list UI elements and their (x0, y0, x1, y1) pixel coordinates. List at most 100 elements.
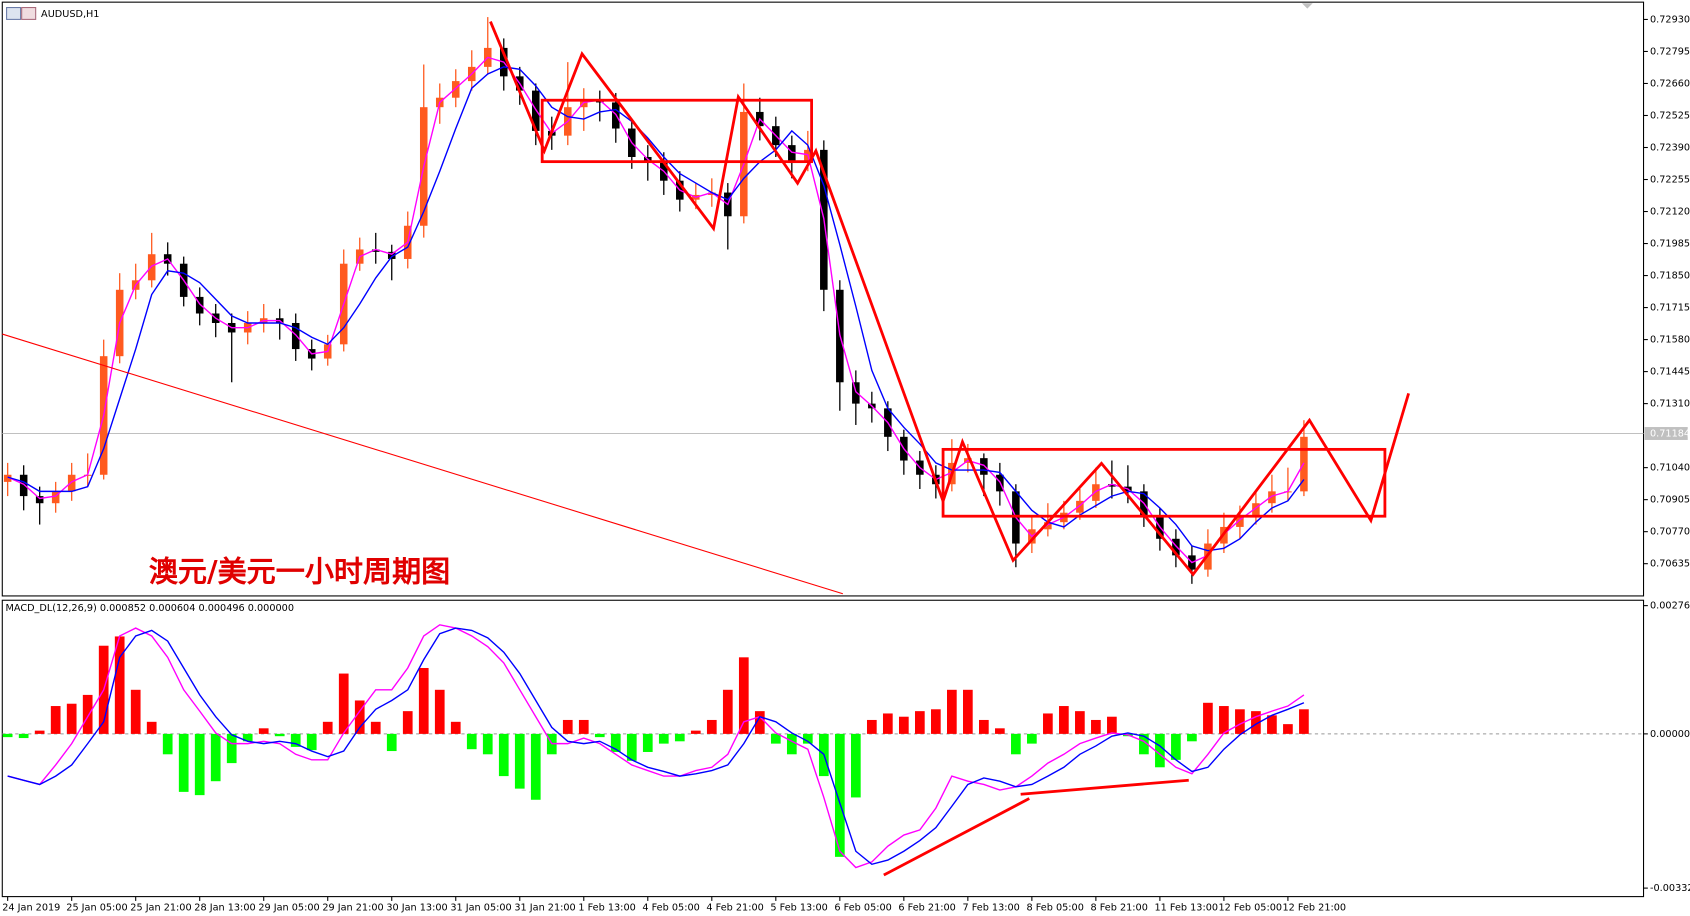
candle-body (291, 322, 300, 350)
histogram-bar (850, 733, 861, 798)
range-box (540, 98, 813, 164)
histogram-bar (82, 694, 93, 734)
histogram-bar (562, 719, 573, 734)
histogram-bar (402, 711, 413, 734)
x-tick-label: 8 Feb 05:00 (1026, 902, 1083, 913)
histogram-bar (754, 711, 765, 734)
histogram-bar (1267, 715, 1277, 734)
chart-title: AUDUSD,H1 (41, 9, 99, 20)
line (7, 56, 1305, 564)
candle-body (1076, 500, 1084, 513)
line (7, 66, 1305, 552)
histogram-bar (722, 689, 733, 734)
marks: 0.72930 0.72795 0.72660 0.72525 0.72390 0.722… (2, 14, 1690, 913)
histogram-bar (610, 733, 621, 752)
histogram-bar (514, 733, 525, 789)
x-tick-label: 30 Jan 13:00 (386, 902, 447, 913)
histogram-bar (834, 733, 845, 857)
histogram-bar (466, 733, 477, 750)
symbol-icon (6, 7, 37, 20)
histogram-bar (290, 733, 301, 747)
candle-body (387, 251, 396, 259)
histogram-bar (866, 719, 877, 734)
histogram-bar (322, 721, 333, 734)
histogram-bar (1171, 733, 1181, 760)
histogram-bar (338, 673, 349, 734)
x-tick-label: 11 Feb 13:00 (1155, 902, 1219, 913)
histogram-bar (18, 733, 29, 739)
current-price-label: 0.71184 (1650, 428, 1690, 439)
histogram-bar (1043, 713, 1053, 734)
y-tick-label: 0.71715 (1650, 303, 1690, 314)
candle-body (708, 192, 716, 195)
histogram-bar (194, 733, 205, 796)
candle-body (147, 254, 156, 281)
histogram-bar (594, 733, 605, 738)
x-tick-label: 8 Feb 21:00 (1090, 902, 1147, 913)
x-tick-label: 31 Jan 21:00 (514, 902, 575, 913)
x-tick-label: 29 Jan 05:00 (258, 902, 319, 913)
histogram-bar (498, 733, 509, 777)
histogram-bar (354, 700, 365, 734)
y-tick-label: 0.71310 (1650, 399, 1690, 410)
macd-title: MACD_DL(12,26,9) 0.000852 0.000604 0.000… (6, 603, 295, 614)
y-tick-label: 0.72390 (1650, 143, 1690, 154)
histogram-bar (482, 733, 493, 755)
histogram-bar (1251, 711, 1261, 734)
histogram-bar (450, 721, 461, 734)
histogram-bar (226, 733, 237, 764)
candle-body (195, 296, 204, 314)
current-price-box (1644, 427, 1688, 440)
drawings (2, 21, 1410, 877)
histogram-bar (882, 713, 893, 734)
candle-body (1044, 522, 1052, 530)
y-tick-label: 0.72930 (1650, 14, 1690, 25)
histogram-bar (578, 719, 589, 734)
y-tick-label: 0.72660 (1650, 78, 1690, 89)
candle-body (1236, 515, 1244, 527)
trend-line (2, 333, 844, 595)
histogram-bar (1155, 733, 1165, 768)
x-tick-label: 31 Jan 05:00 (450, 902, 511, 913)
wave-line (489, 21, 1410, 577)
candle-body (980, 458, 988, 475)
histogram-bar (738, 657, 749, 734)
histogram-bar (306, 733, 317, 751)
candle-body (1156, 517, 1164, 539)
x-tick-label: 29 Jan 21:00 (322, 902, 383, 913)
histogram-bar (114, 636, 125, 734)
histogram-bar (1011, 733, 1021, 755)
candle-body (788, 145, 796, 162)
histogram-bar (258, 728, 269, 734)
x-tick-label: 12 Feb 05:00 (1219, 902, 1283, 913)
histogram-bar (146, 721, 157, 734)
histogram-bar (674, 733, 685, 742)
histogram-bar (1187, 733, 1197, 742)
x-tick-label: 1 Feb 13:00 (578, 902, 635, 913)
histogram-bar (242, 733, 253, 742)
histogram-bar (1283, 724, 1293, 734)
y-tick-label: 0.70770 (1650, 527, 1690, 538)
histogram-bar (418, 667, 429, 734)
histogram-bar (770, 733, 781, 744)
histogram-bar (1075, 711, 1085, 734)
x-tick-label: 24 Jan 2019 (2, 902, 60, 913)
histogram-bar (658, 733, 669, 744)
histogram-bar (1203, 702, 1213, 734)
icon (6, 7, 22, 20)
main-panel (1, 1, 1645, 597)
histogram-bar (210, 733, 221, 782)
y-tick-label: 0.71850 (1650, 271, 1690, 282)
candle-body (1108, 484, 1116, 487)
histogram-bar (2, 733, 13, 738)
y-tick-label: 0.002764 (1650, 601, 1690, 612)
y-tick-label: 0.71580 (1650, 335, 1690, 346)
candle-body (451, 81, 460, 98)
candle-body (3, 474, 12, 482)
x-tick-label: 7 Feb 13:00 (962, 902, 1019, 913)
histogram-bar (34, 730, 45, 734)
histogram-bar (1299, 709, 1309, 734)
histogram-bar (690, 730, 701, 734)
histogram-bar (946, 689, 957, 734)
